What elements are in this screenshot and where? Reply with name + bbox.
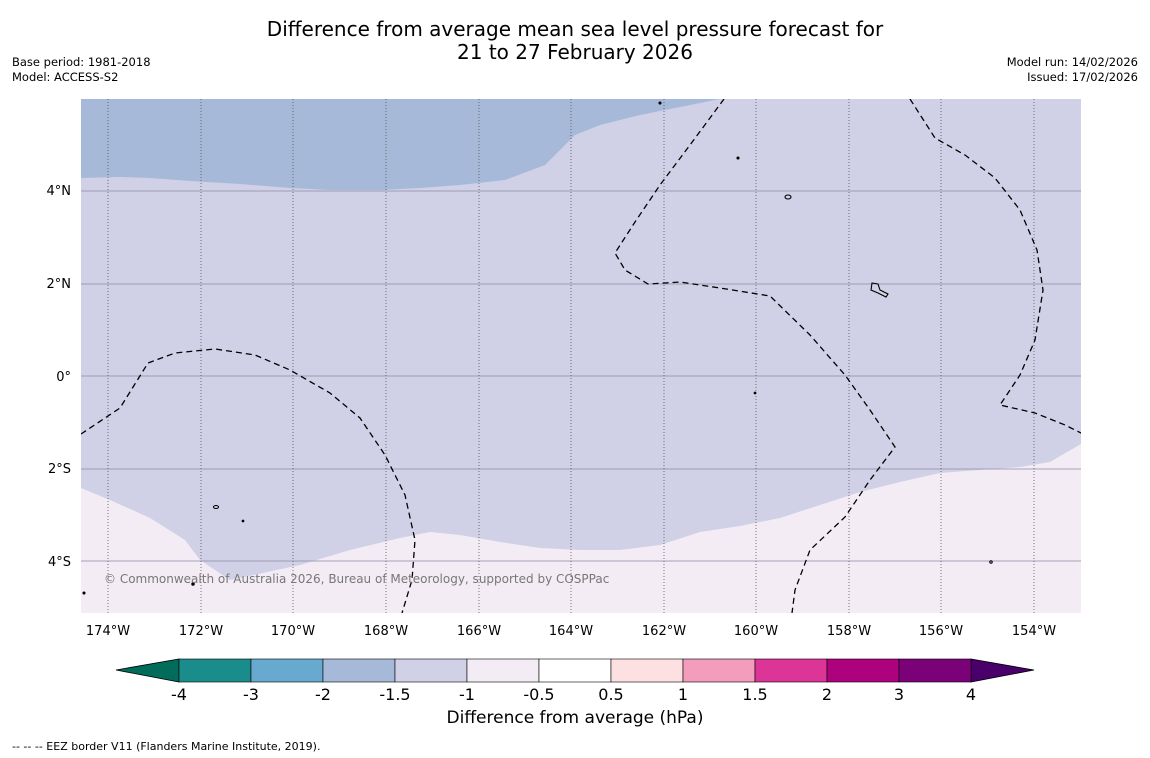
lon-label: 168°W bbox=[364, 624, 408, 639]
colorbar-tick-label: 1.5 bbox=[742, 685, 767, 704]
colorbar-tick-label: 0.5 bbox=[598, 685, 623, 704]
island-shape bbox=[754, 392, 756, 394]
colorbar-segment bbox=[323, 659, 395, 682]
island-shape bbox=[242, 520, 244, 522]
lon-label: 164°W bbox=[549, 624, 593, 639]
island-shape bbox=[659, 102, 661, 104]
colorbar-tick-label: 2 bbox=[822, 685, 832, 704]
copyright-text: © Commonwealth of Australia 2026, Bureau… bbox=[104, 572, 609, 586]
colorbar-segment bbox=[539, 659, 611, 682]
colorbar-segment bbox=[683, 659, 755, 682]
colorbar-low-extend bbox=[116, 659, 179, 682]
colorbar-segment bbox=[251, 659, 323, 682]
lat-label: 0° bbox=[56, 370, 71, 385]
colorbar-title: Difference from average (hPa) bbox=[0, 708, 1150, 728]
colorbar-tick-label: -2 bbox=[315, 685, 331, 704]
colorbar-tick-label: 1 bbox=[678, 685, 688, 704]
colorbar-segment bbox=[899, 659, 971, 682]
colorbar-tick-label: -1 bbox=[459, 685, 475, 704]
eez-footnote: -- -- -- EEZ border V11 (Flanders Marine… bbox=[12, 740, 320, 753]
lon-label: 162°W bbox=[642, 624, 686, 639]
lon-label: 170°W bbox=[271, 624, 315, 639]
colorbar-segment bbox=[467, 659, 539, 682]
lon-axis-labels: 174°W 172°W 170°W 168°W 166°W 164°W 162°… bbox=[86, 624, 1056, 639]
lon-label: 160°W bbox=[734, 624, 778, 639]
colorbar-tick-label: -4 bbox=[171, 685, 187, 704]
map-area: © Commonwealth of Australia 2026, Bureau… bbox=[81, 99, 1081, 613]
colorbar-segment bbox=[179, 659, 251, 682]
colorbar-segment bbox=[395, 659, 467, 682]
lon-label: 174°W bbox=[86, 624, 130, 639]
colorbar-high-extend bbox=[971, 659, 1034, 682]
colorbar-segment bbox=[755, 659, 827, 682]
lon-label: 158°W bbox=[827, 624, 871, 639]
lon-label: 166°W bbox=[457, 624, 501, 639]
lon-label: 154°W bbox=[1012, 624, 1056, 639]
lon-label: 156°W bbox=[919, 624, 963, 639]
colorbar-tick-label: -3 bbox=[243, 685, 259, 704]
colorbar-tick-label: -1.5 bbox=[379, 685, 410, 704]
colorbar-tick-label: -0.5 bbox=[523, 685, 554, 704]
colorbar-segment bbox=[611, 659, 683, 682]
lon-label: 172°W bbox=[179, 624, 223, 639]
colorbar-segment bbox=[827, 659, 899, 682]
lat-label: 4°N bbox=[47, 184, 72, 199]
lat-label: 2°N bbox=[47, 277, 72, 292]
lat-axis-labels: 4°N 2°N 0° 2°S 4°S bbox=[47, 184, 72, 570]
colorbar-tick-label: 4 bbox=[966, 685, 976, 704]
map-svg: © Commonwealth of Australia 2026, Bureau… bbox=[0, 0, 1150, 758]
colorbar-tick-label: 3 bbox=[894, 685, 904, 704]
island-shape bbox=[83, 592, 85, 594]
island-shape bbox=[737, 157, 739, 159]
lat-label: 2°S bbox=[48, 462, 71, 477]
lat-label: 4°S bbox=[48, 555, 71, 570]
colorbar: -4 -3 -2 -1.5 -1 -0.5 0.5 1 1.5 2 3 4 bbox=[116, 659, 1034, 704]
